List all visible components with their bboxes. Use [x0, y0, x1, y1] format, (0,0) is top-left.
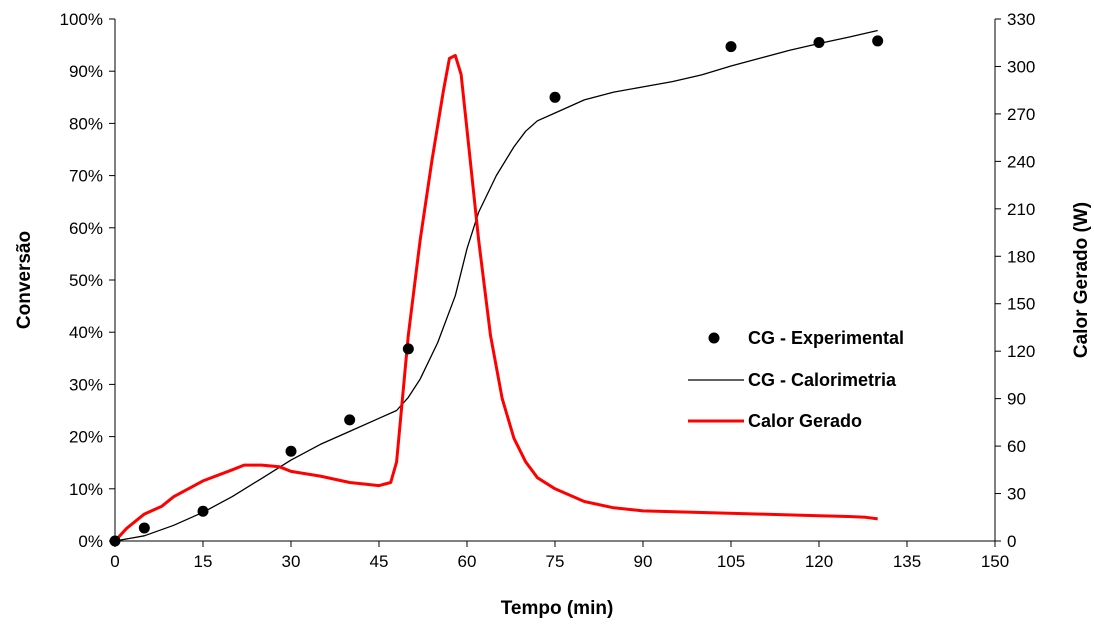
- legend-label-experimental: CG - Experimental: [748, 328, 904, 348]
- y-left-tick-label: 50%: [69, 271, 103, 290]
- legend-label-calor-gerado: Calor Gerado: [748, 411, 862, 431]
- y-left-tick-label: 40%: [69, 323, 103, 342]
- y-right-tick-label: 30: [1007, 485, 1026, 504]
- y-left-tick-label: 80%: [69, 114, 103, 133]
- y-right-axis-ticks: 0 30 60 90 120 150 180 210 240 270 300 330: [995, 10, 1035, 551]
- y-left-tick-label: 70%: [69, 167, 103, 186]
- x-tick-label: 45: [370, 552, 389, 571]
- series-line-calor-gerado: [113, 53, 878, 543]
- y-left-tick-label: 30%: [69, 375, 103, 394]
- y-left-tick-label: 20%: [69, 428, 103, 447]
- y-left-tick-label: 10%: [69, 480, 103, 499]
- x-tick-label: 135: [893, 552, 921, 571]
- series-points: [109, 35, 884, 547]
- x-tick-label: 150: [981, 552, 1009, 571]
- data-point-cg-experimental: [813, 36, 825, 48]
- x-tick-label: 30: [282, 552, 301, 571]
- legend-marker-experimental: [708, 332, 720, 344]
- x-axis-title: Tempo (min): [501, 598, 614, 619]
- data-point-cg-experimental: [549, 91, 561, 103]
- y-left-tick-label: 0%: [78, 532, 103, 551]
- data-point-cg-experimental: [344, 414, 356, 426]
- x-tick-label: 75: [546, 552, 565, 571]
- data-point-cg-experimental: [197, 505, 209, 517]
- y-right-tick-label: 120: [1007, 342, 1035, 361]
- y-right-tick-label: 180: [1007, 247, 1035, 266]
- legend-item-calorimetria: CG - Calorimetria: [688, 370, 897, 390]
- data-point-cg-experimental: [285, 445, 297, 457]
- x-tick-label: 105: [717, 552, 745, 571]
- x-tick-label: 120: [805, 552, 833, 571]
- y-left-tick-label: 60%: [69, 219, 103, 238]
- y-right-tick-label: 150: [1007, 295, 1035, 314]
- y-right-tick-label: 210: [1007, 200, 1035, 219]
- y-left-axis-title: Conversão: [14, 231, 35, 329]
- data-point-cg-experimental: [872, 35, 884, 47]
- y-left-tick-label: 100%: [60, 10, 103, 29]
- y-left-tick-label: 90%: [69, 62, 103, 81]
- data-point-cg-experimental: [725, 41, 737, 53]
- y-right-tick-label: 330: [1007, 10, 1035, 29]
- y-right-tick-label: 0: [1007, 532, 1016, 551]
- x-tick-label: 90: [634, 552, 653, 571]
- x-tick-label: 0: [110, 552, 119, 571]
- x-axis-ticks: 0 15 30 45 60 75 90 105 120 135 150: [110, 541, 1009, 571]
- legend-item-calor-gerado: Calor Gerado: [688, 411, 862, 431]
- y-right-tick-label: 240: [1007, 152, 1035, 171]
- y-right-axis-title: Calor Gerado (W): [1071, 202, 1092, 358]
- data-point-cg-experimental: [138, 522, 150, 534]
- y-right-tick-label: 60: [1007, 437, 1026, 456]
- y-right-tick-label: 270: [1007, 105, 1035, 124]
- legend-label-calorimetria: CG - Calorimetria: [748, 370, 897, 390]
- legend: CG - Experimental CG - Calorimetria Calo…: [688, 328, 904, 431]
- series-lines: [113, 29, 878, 543]
- series-line-cg-calorimetria: [114, 29, 878, 542]
- y-left-axis-ticks: 0% 10% 20% 30% 40% 50% 60% 70% 80% 90% 100%: [60, 10, 115, 551]
- legend-item-experimental: CG - Experimental: [708, 328, 904, 348]
- y-right-tick-label: 90: [1007, 390, 1026, 409]
- data-point-cg-experimental: [402, 343, 414, 355]
- y-right-tick-label: 300: [1007, 57, 1035, 76]
- x-tick-label: 15: [194, 552, 213, 571]
- x-tick-label: 60: [458, 552, 477, 571]
